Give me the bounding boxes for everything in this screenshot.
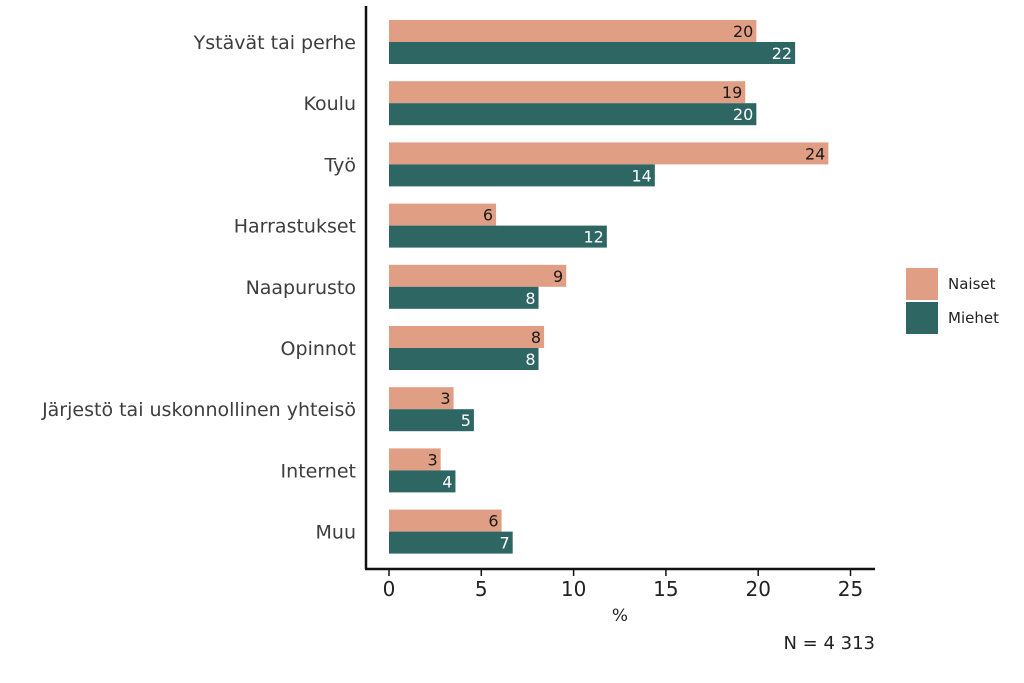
bar [389, 225, 607, 248]
value-label: 8 [525, 350, 535, 369]
value-label: 8 [525, 289, 535, 308]
bar [389, 142, 829, 165]
bar [389, 326, 545, 348]
legend-label: Miehet [948, 309, 999, 327]
bar [389, 387, 454, 410]
x-axis-title: % [612, 606, 628, 626]
category-label: Internet [281, 460, 356, 482]
value-label: 4 [442, 472, 452, 491]
category-label: Työ [323, 154, 356, 176]
x-tick-label: 20 [745, 577, 770, 601]
bar [389, 348, 539, 370]
value-label: 24 [805, 144, 825, 163]
bar [389, 203, 497, 226]
value-label: 19 [722, 83, 742, 102]
value-label: 3 [428, 450, 438, 469]
legend-swatch [906, 268, 938, 300]
value-label: 20 [733, 22, 753, 41]
legend-label: Naiset [948, 275, 996, 293]
bar [389, 409, 474, 432]
category-label: Muu [316, 522, 356, 544]
bar [389, 448, 441, 471]
value-label: 14 [631, 166, 651, 185]
value-label: 5 [461, 411, 471, 430]
value-label: 9 [553, 267, 563, 286]
bar [389, 164, 655, 187]
x-tick-label: 0 [383, 577, 396, 601]
bar [389, 286, 539, 309]
category-label: Ystävät tai perhe [193, 32, 356, 54]
bar [389, 42, 796, 64]
x-tick-label: 10 [561, 577, 586, 601]
sample-size-note: N = 4 313 [783, 633, 875, 654]
category-label: Järjestö tai uskonnollinen yhteisö [41, 399, 356, 421]
bar [389, 81, 746, 104]
bar [389, 103, 757, 126]
value-label: 22 [772, 44, 792, 63]
x-tick-label: 15 [653, 577, 678, 601]
bar [389, 20, 757, 42]
value-label: 20 [733, 105, 753, 124]
bar [389, 264, 567, 287]
legend: Naiset Miehet [906, 268, 999, 334]
value-label: 7 [499, 534, 509, 553]
category-label: Harrastukset [234, 216, 356, 238]
value-label: 8 [531, 328, 541, 347]
bar [389, 509, 502, 532]
value-label: 12 [583, 228, 603, 247]
value-label: 3 [440, 389, 450, 408]
x-ticks: 0 5 10 15 20 25 [383, 569, 863, 601]
category-label: Naapurusto [246, 277, 356, 299]
category-labels: Ystävät tai perhe Koulu Työ Harrastukset Naa… [41, 32, 356, 544]
bar [389, 470, 456, 493]
value-label: 6 [483, 206, 493, 225]
bar [389, 531, 513, 554]
legend-swatch [906, 302, 938, 334]
value-label: 6 [488, 512, 498, 531]
category-label: Koulu [303, 93, 356, 115]
x-tick-label: 25 [838, 577, 863, 601]
x-tick-label: 5 [475, 577, 488, 601]
category-label: Opinnot [281, 338, 356, 360]
